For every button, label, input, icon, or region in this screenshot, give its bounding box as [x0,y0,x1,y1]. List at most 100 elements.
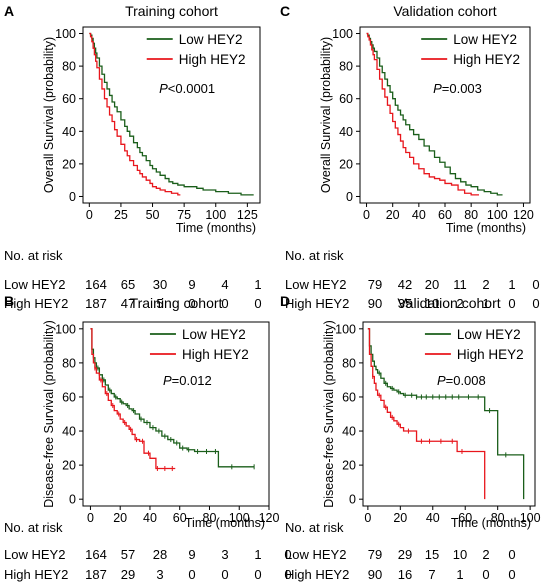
p-value-letter: P [433,81,442,96]
x-tick-label: 0 [86,208,93,222]
legend-label-low: Low HEY2 [457,327,521,342]
x-axis-label: Time (months) [176,221,256,235]
risk-cell: 90 [368,296,382,311]
panel-letter: D [280,293,290,309]
risk-cell: 5 [156,296,163,311]
y-tick-label: 40 [62,425,76,439]
y-tick-label: 20 [342,459,356,473]
x-tick-label: 60 [173,511,187,525]
p-value-letter: P [163,373,172,388]
risk-cell: 0 [508,296,515,311]
risk-cell: 79 [368,547,382,562]
legend-label-low: Low HEY2 [182,327,246,342]
risk-cell: 90 [368,567,382,582]
risk-cell: 29 [121,567,135,582]
risk-cell: 0 [532,296,539,311]
y-tick-label: 80 [342,356,356,370]
risk-table-title: No. at risk [285,520,344,535]
plot-frame [82,26,261,204]
y-tick-label: 100 [55,322,76,336]
risk-cell: 0 [532,277,539,292]
x-tick-label: 120 [513,208,534,222]
risk-cell: 47 [121,296,135,311]
risk-cell: 15 [425,547,439,562]
x-tick-label: 100 [487,208,508,222]
panel-title: Training cohort [125,3,218,19]
x-tick-label: 20 [393,511,407,525]
x-tick-label: 60 [438,208,452,222]
p-value: P<0.0001 [159,81,215,96]
risk-cell: 57 [121,547,135,562]
risk-cell: 79 [368,277,382,292]
risk-cell: 0 [221,567,228,582]
p-value: P=0.003 [433,81,482,96]
risk-cell: 3 [221,547,228,562]
risk-cell: 1 [456,567,463,582]
x-tick-label: 20 [386,208,400,222]
legend-label-high: High HEY2 [457,347,524,362]
y-tick-label: 0 [69,493,76,507]
x-axis-label: Time (months) [446,221,526,235]
x-tick-label: 20 [113,511,127,525]
y-tick-label: 40 [62,125,76,139]
curve-low-hey2 [89,32,254,196]
x-tick-label: 40 [426,511,440,525]
curve-high-hey2 [89,32,181,196]
p-value-number: =0.012 [172,373,212,388]
risk-cell: 10 [453,547,467,562]
curve-high-hey2 [90,328,176,470]
risk-cell: 3 [156,567,163,582]
p-value: P=0.008 [437,373,486,388]
risk-row-label-low: Low HEY2 [4,277,65,292]
risk-cell: 42 [398,277,412,292]
x-tick-label: 120 [259,511,280,525]
curve-high-hey2 [367,328,486,500]
x-tick-label: 80 [203,511,217,525]
risk-cell: 11 [453,277,467,292]
risk-cell: 1 [254,277,261,292]
risk-cell: 2 [456,296,463,311]
y-tick-label: 20 [62,157,76,171]
risk-cell: 10 [425,296,439,311]
risk-cell: 1 [508,277,515,292]
y-tick-label: 100 [332,27,353,41]
risk-cell: 0 [284,547,291,562]
curve-low-hey2 [367,328,525,500]
y-tick-label: 20 [339,157,353,171]
risk-cell: 1 [254,547,261,562]
risk-cell: 16 [398,567,412,582]
x-axis-label: Time (months) [185,516,265,530]
y-tick-label: 80 [339,60,353,74]
x-tick-label: 75 [177,208,191,222]
risk-row-label-high: High HEY2 [4,296,68,311]
panel-title: Validation cohort [393,3,496,19]
p-value-number: =0.008 [446,373,486,388]
x-tick-label: 0 [364,511,371,525]
x-tick-label: 125 [237,208,258,222]
y-tick-label: 60 [62,92,76,106]
y-tick-label: 60 [339,92,353,106]
risk-cell: 35 [398,296,412,311]
y-axis-label: Disease-free Survival (probability) [322,320,336,508]
y-tick-label: 0 [69,190,76,204]
x-tick-label: 25 [114,208,128,222]
panel-title: Validation cohort [397,295,500,311]
risk-row-label-high: High HEY2 [4,567,68,582]
curve-low-hey2 [366,32,503,196]
y-tick-label: 20 [62,459,76,473]
risk-cell: 7 [428,567,435,582]
x-tick-label: 0 [363,208,370,222]
risk-table-title: No. at risk [285,248,344,263]
p-value-number: <0.0001 [168,81,215,96]
legend-label-low: Low HEY2 [453,32,517,47]
risk-cell: 9 [188,277,195,292]
p-value-number: =0.003 [442,81,482,96]
p-value-letter: P [437,373,446,388]
y-tick-label: 40 [339,125,353,139]
x-tick-label: 80 [491,511,505,525]
y-tick-label: 100 [55,27,76,41]
x-axis-label: Time (months) [451,516,531,530]
